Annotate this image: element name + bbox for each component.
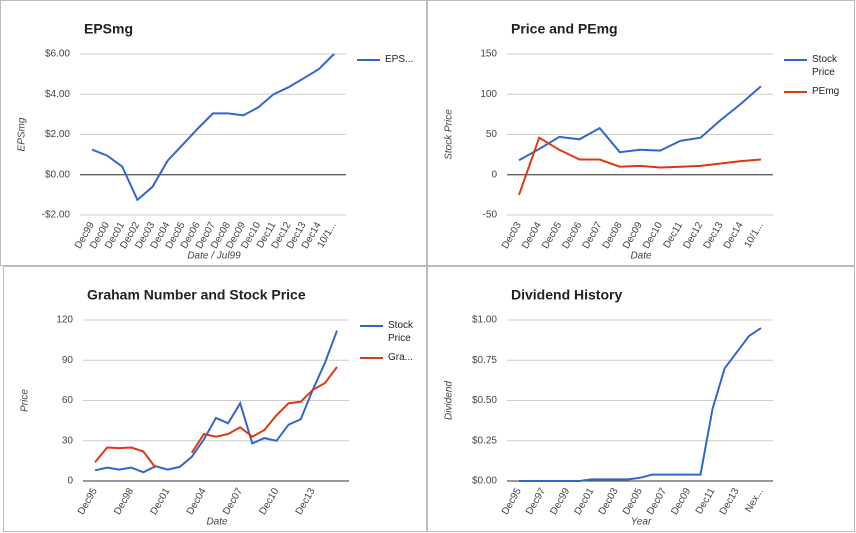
chart-panel: EPSmg-$2.00$0.00$2.00$4.00$6.00Dec99Dec0… <box>0 0 427 266</box>
y-axis-title: Stock Price <box>444 109 455 160</box>
y-tick-label: $0.75 <box>472 355 497 366</box>
x-tick-label: Dec04 <box>185 486 209 517</box>
x-tick-label: 10/1... <box>742 220 765 250</box>
x-tick-label: Dec05 <box>621 486 645 517</box>
x-tick-label: Dec10 <box>641 220 665 251</box>
y-tick-label: $2.00 <box>45 129 70 140</box>
x-tick-label: Dec95 <box>500 486 524 517</box>
series-line <box>519 327 762 482</box>
series-line <box>518 85 762 162</box>
y-tick-label: 90 <box>62 355 74 366</box>
y-tick-label: $0.25 <box>472 435 497 446</box>
x-axis-title: Date <box>206 517 228 528</box>
y-axis-title: Dividend <box>444 381 455 420</box>
x-tick-label: Dec11 <box>694 486 718 516</box>
series-line <box>94 330 338 474</box>
chart-panel: Price and PEmg-50050100150Dec03Dec04Dec0… <box>427 0 855 266</box>
chart-title: Dividend History <box>511 287 622 303</box>
panel-border <box>0 0 427 266</box>
legend-label: Gra... <box>388 352 414 363</box>
y-tick-label: 50 <box>486 129 498 140</box>
panel-border <box>427 266 855 532</box>
y-tick-label: 0 <box>491 169 497 180</box>
x-tick-label: Dec14 <box>722 220 746 251</box>
y-tick-label: -$2.00 <box>42 210 71 221</box>
y-tick-label: $4.00 <box>45 89 70 100</box>
y-tick-label: 30 <box>62 435 74 446</box>
y-tick-label: 60 <box>62 395 74 406</box>
x-tick-label: Dec13 <box>294 486 318 517</box>
y-tick-label: $0.00 <box>472 476 497 487</box>
y-tick-label: -50 <box>483 210 498 221</box>
legend-label: Stock Price <box>812 54 838 78</box>
chart-panel: Dividend History $0.00 $0.25 $0.50 $0.75 $1.0… <box>427 266 855 532</box>
y-tick-label: $0.00 <box>45 169 70 180</box>
y-axis-title: Price <box>20 389 31 412</box>
panel-border <box>3 266 427 532</box>
x-tick-label: Dec98 <box>112 486 136 517</box>
series-line <box>518 136 762 196</box>
x-tick-label: Dec07 <box>221 486 245 517</box>
y-tick-label: 100 <box>480 89 497 100</box>
y-axis-title: EPSmg <box>17 117 28 151</box>
legend-label: Stock Price <box>388 320 414 344</box>
x-tick-label: Dec09 <box>669 486 693 517</box>
y-tick-label: $1.00 <box>472 315 497 326</box>
series-line <box>94 366 338 469</box>
x-tick-label: Dec07 <box>645 486 669 517</box>
x-axis-title: Date / Jul99 <box>187 251 241 262</box>
legend-label: EPS... <box>385 54 414 65</box>
chart-panel: Graham Number and Stock Price 0 30 60 90 120 D… <box>3 266 427 532</box>
series-line <box>91 53 335 202</box>
x-tick-label: Dec97 <box>524 486 548 517</box>
x-axis-title: Year <box>631 517 652 528</box>
chart-title: EPSmg <box>84 21 133 37</box>
x-tick-label: Dec01 <box>573 486 597 517</box>
legend-label: PEmg <box>812 86 840 97</box>
y-tick-label: $6.00 <box>45 49 70 60</box>
x-tick-label: Dec03 <box>597 486 621 517</box>
panel-border <box>427 0 855 266</box>
chart-title: Graham Number and Stock Price <box>87 287 306 303</box>
chart-title: Price and PEmg <box>511 21 618 37</box>
x-tick-label: Dec99 <box>548 486 572 517</box>
y-tick-label: 120 <box>56 315 73 326</box>
y-tick-label: 150 <box>480 49 497 60</box>
x-tick-label: Dec13 <box>718 486 742 517</box>
x-tick-label: Dec95 <box>76 486 100 517</box>
y-tick-label: 0 <box>67 476 73 487</box>
x-tick-label: Dec01 <box>149 486 173 517</box>
x-axis-title: Date <box>630 251 652 262</box>
x-tick-label: Dec10 <box>257 486 281 517</box>
y-tick-label: $0.50 <box>472 395 497 406</box>
x-tick-label: Nex... <box>743 486 766 514</box>
